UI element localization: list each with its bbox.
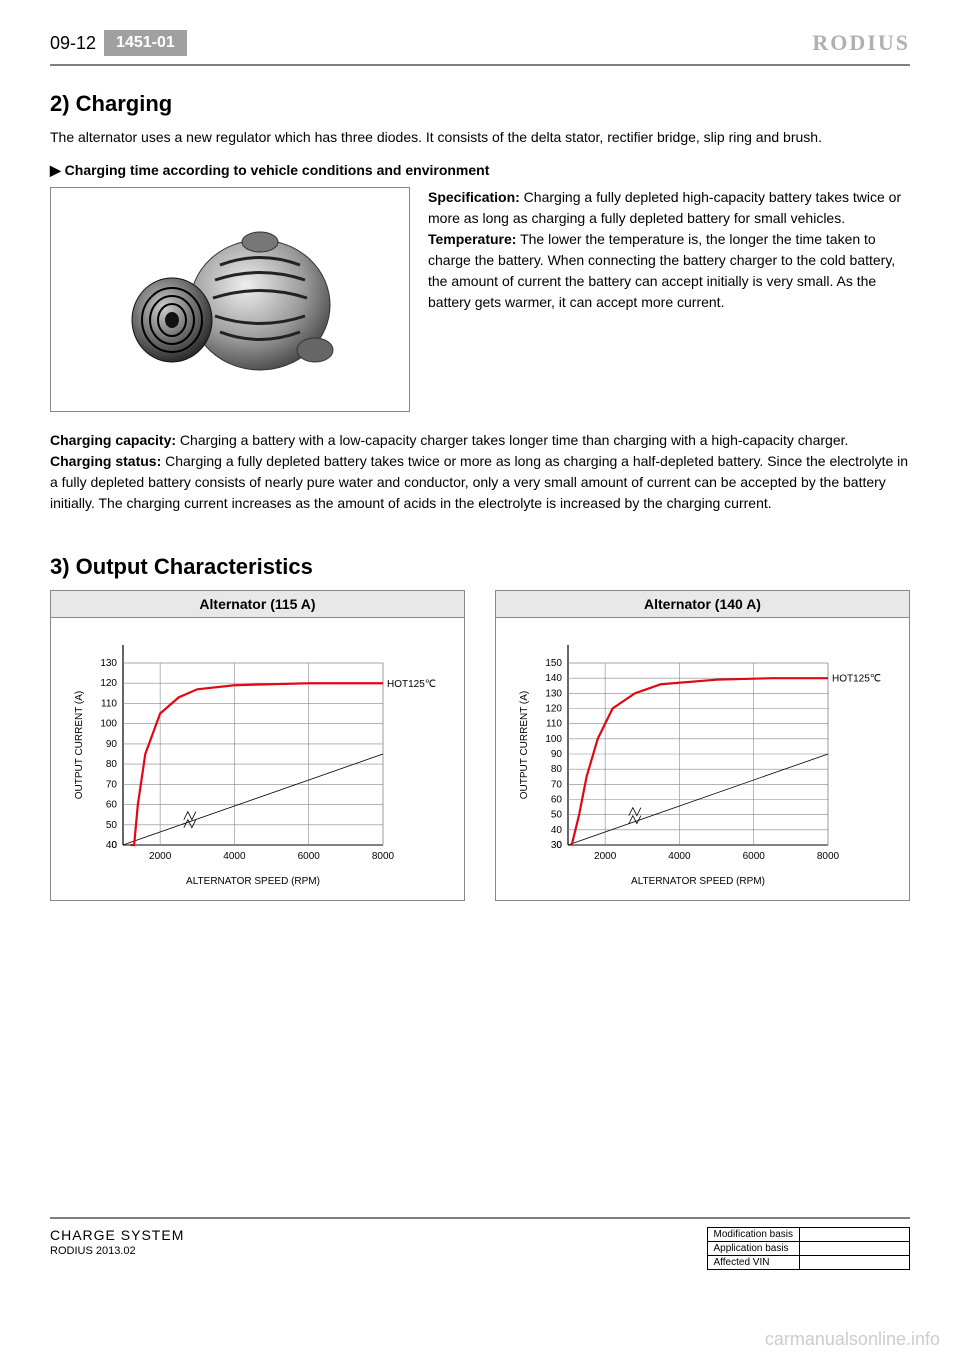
- svg-text:50: 50: [105, 820, 117, 831]
- svg-text:70: 70: [550, 779, 562, 790]
- svg-text:110: 110: [546, 719, 562, 730]
- alternator-image: [50, 187, 410, 412]
- svg-text:2000: 2000: [149, 851, 172, 862]
- svg-text:70: 70: [105, 779, 117, 790]
- svg-text:80: 80: [105, 759, 117, 770]
- section-code: 1451-01: [104, 30, 187, 56]
- footer-rule: [50, 1217, 910, 1219]
- svg-text:140: 140: [545, 673, 562, 684]
- svg-text:4000: 4000: [223, 851, 246, 862]
- svg-text:6000: 6000: [742, 851, 765, 862]
- svg-text:HOT125℃: HOT125℃: [832, 674, 881, 685]
- footer-date: RODIUS 2013.02: [50, 1245, 184, 1257]
- svg-text:40: 40: [105, 840, 117, 851]
- svg-text:100: 100: [100, 719, 117, 730]
- svg-text:HOT125℃: HOT125℃: [387, 679, 436, 690]
- svg-text:ALTERNATOR SPEED (RPM): ALTERNATOR SPEED (RPM): [631, 876, 765, 887]
- svg-text:60: 60: [550, 795, 562, 806]
- chart-140a-svg: 0304050607080901001101201301401502000400…: [513, 630, 893, 890]
- watermark: carmanualsonline.info: [765, 1329, 940, 1350]
- header-bar: 09-12 1451-01 RODIUS: [50, 30, 910, 56]
- svg-text:90: 90: [105, 739, 117, 750]
- output-heading: 3) Output Characteristics: [50, 554, 910, 580]
- svg-text:120: 120: [545, 704, 562, 715]
- app-basis-value: [800, 1242, 910, 1256]
- svg-text:6000: 6000: [297, 851, 320, 862]
- chart-140a-title: Alternator (140 A): [496, 591, 909, 618]
- svg-text:30: 30: [550, 840, 562, 851]
- svg-text:130: 130: [100, 658, 117, 669]
- chart-115a-svg: 0405060708090100110120130200040006000800…: [68, 630, 448, 890]
- mod-basis-value: [800, 1228, 910, 1242]
- svg-text:OUTPUT CURRENT (A): OUTPUT CURRENT (A): [74, 691, 85, 800]
- svg-text:40: 40: [550, 825, 562, 836]
- charging-intro: The alternator uses a new regulator whic…: [50, 127, 910, 148]
- temp-label: Temperature:: [428, 231, 516, 247]
- chart-115a: Alternator (115 A) 040506070809010011012…: [50, 590, 465, 901]
- table-row: Modification basis: [707, 1228, 909, 1242]
- svg-text:120: 120: [100, 678, 117, 689]
- svg-text:4000: 4000: [668, 851, 691, 862]
- svg-text:130: 130: [545, 688, 562, 699]
- chart-115a-title: Alternator (115 A): [51, 591, 464, 618]
- alternator-icon: [100, 210, 360, 390]
- svg-text:8000: 8000: [816, 851, 839, 862]
- page-footer: CHARGE SYSTEM RODIUS 2013.02 Modificatio…: [50, 1217, 910, 1270]
- svg-text:8000: 8000: [371, 851, 394, 862]
- table-row: Application basis: [707, 1242, 909, 1256]
- footer-system: CHARGE SYSTEM: [50, 1227, 184, 1243]
- svg-text:50: 50: [550, 810, 562, 821]
- vin-label: Affected VIN: [707, 1256, 799, 1270]
- table-row: Affected VIN: [707, 1256, 909, 1270]
- status-body: Charging a fully depleted battery takes …: [50, 453, 908, 511]
- svg-text:90: 90: [550, 749, 562, 760]
- svg-text:60: 60: [105, 800, 117, 811]
- vin-value: [800, 1256, 910, 1270]
- brand-logo: RODIUS: [812, 30, 910, 56]
- charging-subheading: ▶ Charging time according to vehicle con…: [50, 162, 910, 179]
- svg-text:110: 110: [101, 698, 117, 709]
- cap-body: Charging a battery with a low-capacity c…: [176, 432, 848, 448]
- spec-label: Specification:: [428, 189, 520, 205]
- mod-basis-label: Modification basis: [707, 1228, 799, 1242]
- status-label: Charging status:: [50, 453, 161, 469]
- svg-text:OUTPUT CURRENT (A): OUTPUT CURRENT (A): [519, 691, 530, 800]
- svg-text:2000: 2000: [594, 851, 617, 862]
- app-basis-label: Application basis: [707, 1242, 799, 1256]
- page-number: 09-12: [50, 33, 96, 54]
- svg-text:ALTERNATOR SPEED (RPM): ALTERNATOR SPEED (RPM): [186, 876, 320, 887]
- svg-text:150: 150: [545, 658, 562, 669]
- chart-140a: Alternator (140 A) 030405060708090100110…: [495, 590, 910, 901]
- cap-label: Charging capacity:: [50, 432, 176, 448]
- svg-text:100: 100: [545, 734, 562, 745]
- spec-text-block: Specification: Charging a fully depleted…: [428, 187, 910, 412]
- modification-table: Modification basis Application basis Aff…: [707, 1227, 910, 1270]
- header-rule: [50, 64, 910, 66]
- charging-heading: 2) Charging: [50, 91, 910, 117]
- capacity-paragraph: Charging capacity: Charging a battery wi…: [50, 430, 910, 514]
- svg-text:80: 80: [550, 764, 562, 775]
